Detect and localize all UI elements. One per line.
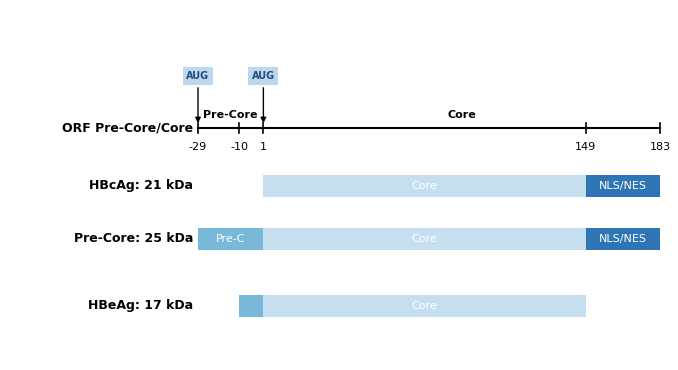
Text: NLS/NES: NLS/NES — [599, 181, 647, 191]
Text: Core: Core — [412, 181, 437, 191]
Text: Core: Core — [412, 234, 437, 244]
FancyBboxPatch shape — [239, 295, 263, 317]
FancyBboxPatch shape — [263, 295, 586, 317]
FancyBboxPatch shape — [263, 228, 586, 250]
FancyBboxPatch shape — [198, 228, 263, 250]
FancyBboxPatch shape — [183, 67, 213, 85]
Text: Pre-C: Pre-C — [216, 234, 245, 244]
Text: -29: -29 — [189, 142, 207, 152]
FancyBboxPatch shape — [248, 67, 279, 85]
Text: NLS/NES: NLS/NES — [599, 234, 647, 244]
Text: HBeAg: 17 kDa: HBeAg: 17 kDa — [88, 299, 193, 313]
Text: Pre-Core: 25 kDa: Pre-Core: 25 kDa — [74, 232, 193, 246]
FancyBboxPatch shape — [263, 175, 586, 197]
Text: HBcAg: 21 kDa: HBcAg: 21 kDa — [89, 179, 193, 192]
Text: Core: Core — [412, 301, 437, 311]
Text: AUG: AUG — [252, 71, 275, 81]
Text: Pre-Core: Pre-Core — [203, 110, 258, 120]
Text: 1: 1 — [260, 142, 267, 152]
FancyBboxPatch shape — [586, 228, 660, 250]
FancyBboxPatch shape — [586, 175, 660, 197]
Text: ORF Pre-Core/Core: ORF Pre-Core/Core — [62, 121, 193, 135]
Text: Core: Core — [447, 110, 476, 120]
Text: AUG: AUG — [186, 71, 210, 81]
Text: 183: 183 — [650, 142, 671, 152]
Text: -10: -10 — [231, 142, 248, 152]
Text: 149: 149 — [575, 142, 597, 152]
